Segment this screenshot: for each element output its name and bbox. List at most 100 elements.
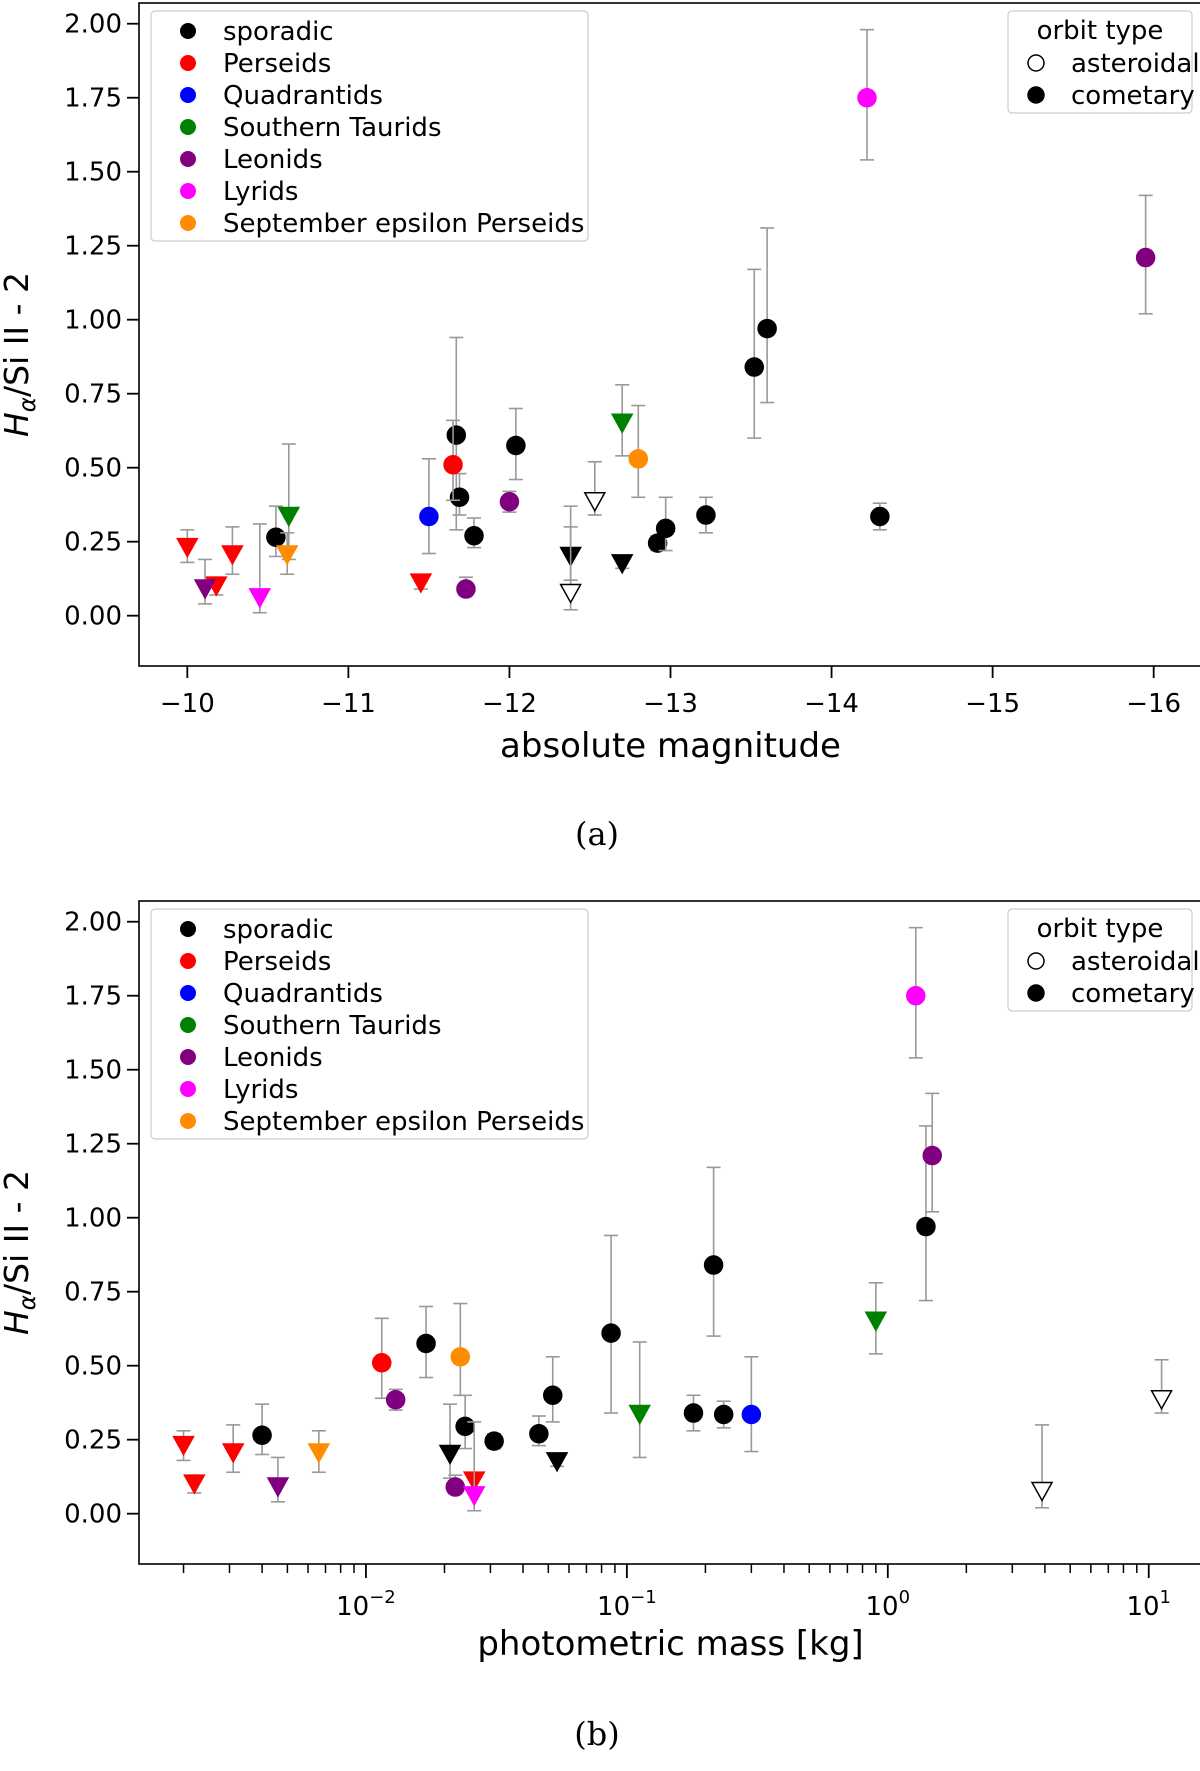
panel-a-september-epsilon-perseids-point <box>628 449 649 469</box>
panel-b-legend-orbit-title: orbit type <box>1037 914 1164 944</box>
panel-b-xtick-label: 101 <box>1126 1587 1171 1622</box>
panel-a-sporadic-point <box>266 527 286 547</box>
panel-a-ylabel-rest: /Si II - 2 <box>0 272 36 397</box>
panel-b-ylabel-alpha: α <box>15 1295 41 1310</box>
panel-b-xtick-label-base: 10 <box>336 1592 369 1622</box>
panel-b-sporadic-point <box>416 1333 436 1354</box>
panel-b-legend-marker-quadrantids <box>180 985 196 1001</box>
panel-b-legend-marker-southern-taurids <box>180 1017 196 1033</box>
panel-a-perseids-point <box>221 545 244 566</box>
panel-a-legend-orbit-box <box>1007 10 1193 114</box>
panel-b: 0.000.250.500.751.001.251.501.752.0010−2… <box>0 900 1200 1753</box>
panel-a-lyrids-point <box>857 87 877 108</box>
panel-a-legend-marker-leonids <box>180 151 196 167</box>
panel-b-xtick-label-base: 10 <box>1126 1592 1159 1622</box>
panel-a-legend-marker-southern-taurids <box>180 119 196 135</box>
panel-b-legend-label-southern-taurids: Southern Taurids <box>223 1011 442 1041</box>
panel-b-ylabel-h: H <box>0 1310 36 1335</box>
panel-b-legend-label-perseids: Perseids <box>223 947 331 977</box>
panel-a-sporadic-point <box>559 583 582 605</box>
panel-b-sporadic-point <box>713 1404 734 1425</box>
panel-a-lyrids-point <box>248 588 272 609</box>
panel-b-caption: (b) <box>574 1715 619 1753</box>
panel-a-legend-orbit-label-asteroidal: asteroidal <box>1071 49 1200 79</box>
panel-a-sporadic-point <box>647 533 668 553</box>
panel-a-legend-label-sporadic: sporadic <box>223 17 334 47</box>
panel-a-sporadic-point <box>464 526 484 546</box>
panel-a-ytick-label: 0.75 <box>64 380 122 410</box>
panel-a-southern-taurids-point <box>610 413 634 434</box>
panel-b-ytick-label: 1.25 <box>64 1130 122 1160</box>
panel-b-xtick-label: 100 <box>866 1587 911 1622</box>
panel-b-sporadic-point <box>601 1323 621 1343</box>
panel-b-sporadic-point <box>543 1385 563 1406</box>
panel-b-xtick-label-exp: 0 <box>899 1587 910 1608</box>
panel-a-legend-marker-quadrantids <box>180 87 196 103</box>
panel-b-xtick-label-base: 10 <box>866 1592 899 1622</box>
panel-b-sporadic-point <box>683 1403 704 1423</box>
panel-a-legend-orbit-marker-asteroidal <box>1027 54 1045 72</box>
panel-a-ytick-label: 1.00 <box>64 306 122 336</box>
panel-b-sporadic-point <box>1030 1481 1054 1503</box>
panel-b-ylabel: Hα/Si II - 2 <box>0 1170 41 1335</box>
panel-b-ytick-label: 0.50 <box>64 1352 122 1382</box>
panel-a-sporadic-point <box>583 491 607 513</box>
panel-b-legend-orbit-box <box>1007 908 1193 1012</box>
panel-a-sporadic-point <box>744 357 765 377</box>
panel-b-legend-orbit-marker-cometary <box>1027 984 1045 1002</box>
panel-b-southern-taurids-point <box>628 1404 651 1426</box>
panel-a-perseids-point <box>443 454 463 475</box>
panel-b-leonids-point <box>922 1145 942 1166</box>
panel-b-perseids-point <box>372 1352 392 1373</box>
panel-a-legend-orbit-title: orbit type <box>1037 16 1164 46</box>
panel-b-sporadic-point <box>455 1416 475 1437</box>
panel-a-ylabel: Hα/Si II - 2 <box>0 272 41 437</box>
panel-a-legend-label-perseids: Perseids <box>223 49 331 79</box>
panel-a-southern-taurids-point <box>277 506 301 528</box>
panel-b-lyrids-point <box>462 1486 486 1507</box>
panel-b-xtick-label-exp: −2 <box>369 1587 396 1608</box>
panel-b-ytick-label: 0.75 <box>64 1278 122 1308</box>
panel-b-southern-taurids-point <box>864 1311 888 1332</box>
panel-a-perseids-point <box>409 573 433 594</box>
panel-b-xtick-label-exp: 1 <box>1160 1587 1171 1608</box>
panel-b-legend-marker-sporadic <box>180 921 196 937</box>
panel-a-sporadic-point <box>610 554 634 575</box>
panel-a-xlabel: absolute magnitude <box>500 726 841 766</box>
panel-b-perseids-point <box>183 1474 206 1495</box>
panel-b-legend-marker-leonids <box>180 1049 196 1065</box>
panel-b-perseids-point <box>172 1435 195 1457</box>
panel-a-sporadic-point <box>870 506 890 527</box>
panel-b-legend-orbit-label-asteroidal: asteroidal <box>1071 947 1200 977</box>
panel-b-legend-label-quadrantids: Quadrantids <box>223 979 383 1009</box>
panel-a-ytick-label: 0.00 <box>64 602 122 632</box>
panel-a-sporadic-point <box>449 487 470 508</box>
panel-b-legend-label-lyrids: Lyrids <box>223 1075 298 1105</box>
panel-b-september-epsilon-perseids-point <box>450 1347 471 1367</box>
panel-b-ylabel-rest: /Si II - 2 <box>0 1170 36 1295</box>
panel-a-ylabel-h: H <box>0 412 36 437</box>
panel-b-leonids-point <box>385 1389 406 1410</box>
panel-b-leonids-point <box>266 1477 290 1498</box>
panel-a-legend-marker-perseids <box>180 55 196 71</box>
panel-b-ytick-label: 1.00 <box>64 1204 122 1234</box>
panel-b-ytick-label: 1.50 <box>64 1056 122 1086</box>
panel-b-quadrantids-point <box>741 1404 762 1425</box>
panel-b-lyrids-point <box>906 985 926 1006</box>
panel-b-xtick-label: 10−2 <box>336 1587 396 1622</box>
panel-a-legend-label-southern-taurids: Southern Taurids <box>223 113 442 143</box>
panel-a-ylabel-alpha: α <box>15 397 41 412</box>
panel-a-ytick-label: 0.50 <box>64 454 122 484</box>
panel-a-sporadic-point <box>655 518 676 539</box>
panel-a-xtick-label: −11 <box>321 689 376 719</box>
panel-b-xtick-label: 10−1 <box>597 1587 657 1622</box>
panel-b-sporadic-point <box>438 1444 462 1466</box>
panel-a: 0.00 0.25 0.50 0.75 1.00 1.25 1.50 1.75 2.00 −10 −… <box>0 2 1200 853</box>
panel-a-legend-marker-lyrids <box>180 183 196 199</box>
panel-a-quadrantids-point <box>419 506 439 527</box>
panel-b-sporadic-point <box>252 1425 272 1445</box>
